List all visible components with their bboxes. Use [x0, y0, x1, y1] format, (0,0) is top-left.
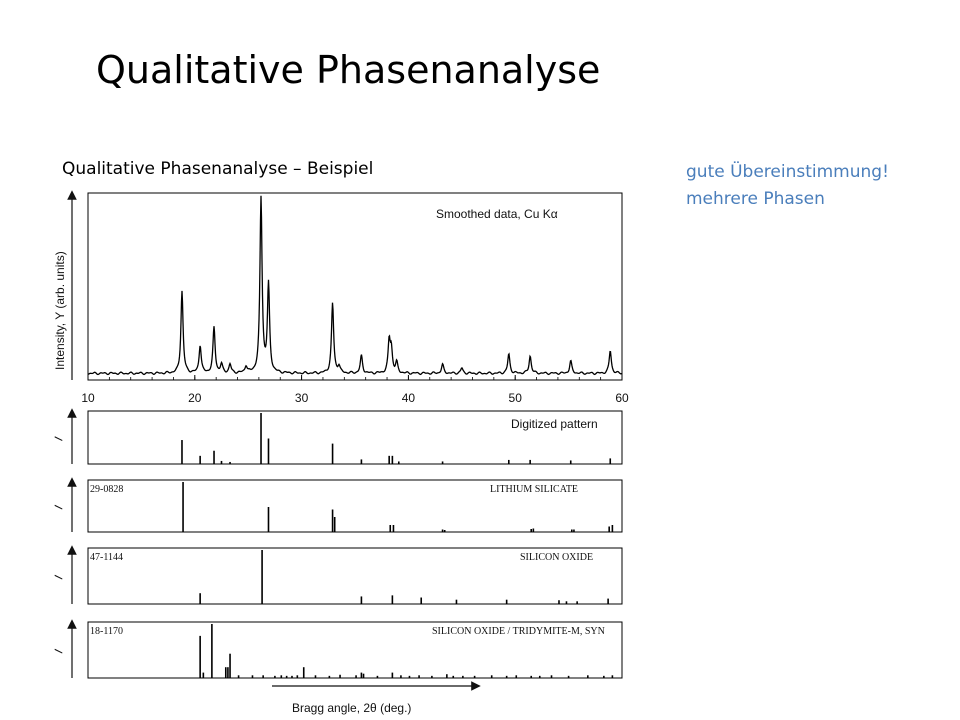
note-line: mehrere Phasen: [686, 189, 825, 209]
panel-frame: [87, 621, 623, 679]
x-tick-label: 10: [81, 391, 95, 405]
panel-frame: [87, 547, 623, 605]
card-tridymite: 18-1170: [90, 626, 123, 637]
ylabel-intensity: I: [51, 573, 66, 580]
annotation-silicon: SILICON OXIDE: [520, 552, 593, 563]
panel-frame: [87, 410, 623, 465]
x-tick-label: 30: [295, 391, 309, 405]
ylabel-intensity: I: [51, 647, 66, 654]
xlabel: Bragg angle, 2θ (deg.): [292, 701, 411, 715]
ylabel-intensity: I: [51, 503, 66, 510]
note-line: gute Übereinstimmung!: [686, 162, 889, 182]
annotation-smoothed: Smoothed data, Cu Kα: [436, 207, 558, 221]
ylabel-intensity: I: [51, 435, 66, 442]
slide-title: Qualitative Phasenanalyse: [96, 48, 601, 92]
annotation-digitized: Digitized pattern: [511, 417, 598, 431]
panel-frame: [87, 192, 623, 381]
annotation-tridymite: SILICON OXIDE / TRIDYMITE-M, SYN: [432, 626, 605, 637]
x-tick-label: 50: [509, 391, 523, 405]
annotation-lithium: LITHIUM SILICATE: [490, 484, 578, 495]
smoothed-data-line: [87, 195, 623, 376]
card-lithium: 29-0828: [90, 484, 123, 495]
x-tick-label: 40: [402, 391, 416, 405]
slide-subtitle: Qualitative Phasenanalyse – Beispiel: [62, 159, 374, 179]
card-silicon: 47-1144: [90, 552, 123, 563]
x-tick-label: 20: [188, 391, 202, 405]
x-tick-label: 60: [615, 391, 629, 405]
ylabel-main: Intensity, Y (arb. units): [53, 251, 67, 370]
panel-frame: [87, 479, 623, 533]
notes-box: gute Übereinstimmung! mehrere Phasen: [686, 159, 889, 213]
